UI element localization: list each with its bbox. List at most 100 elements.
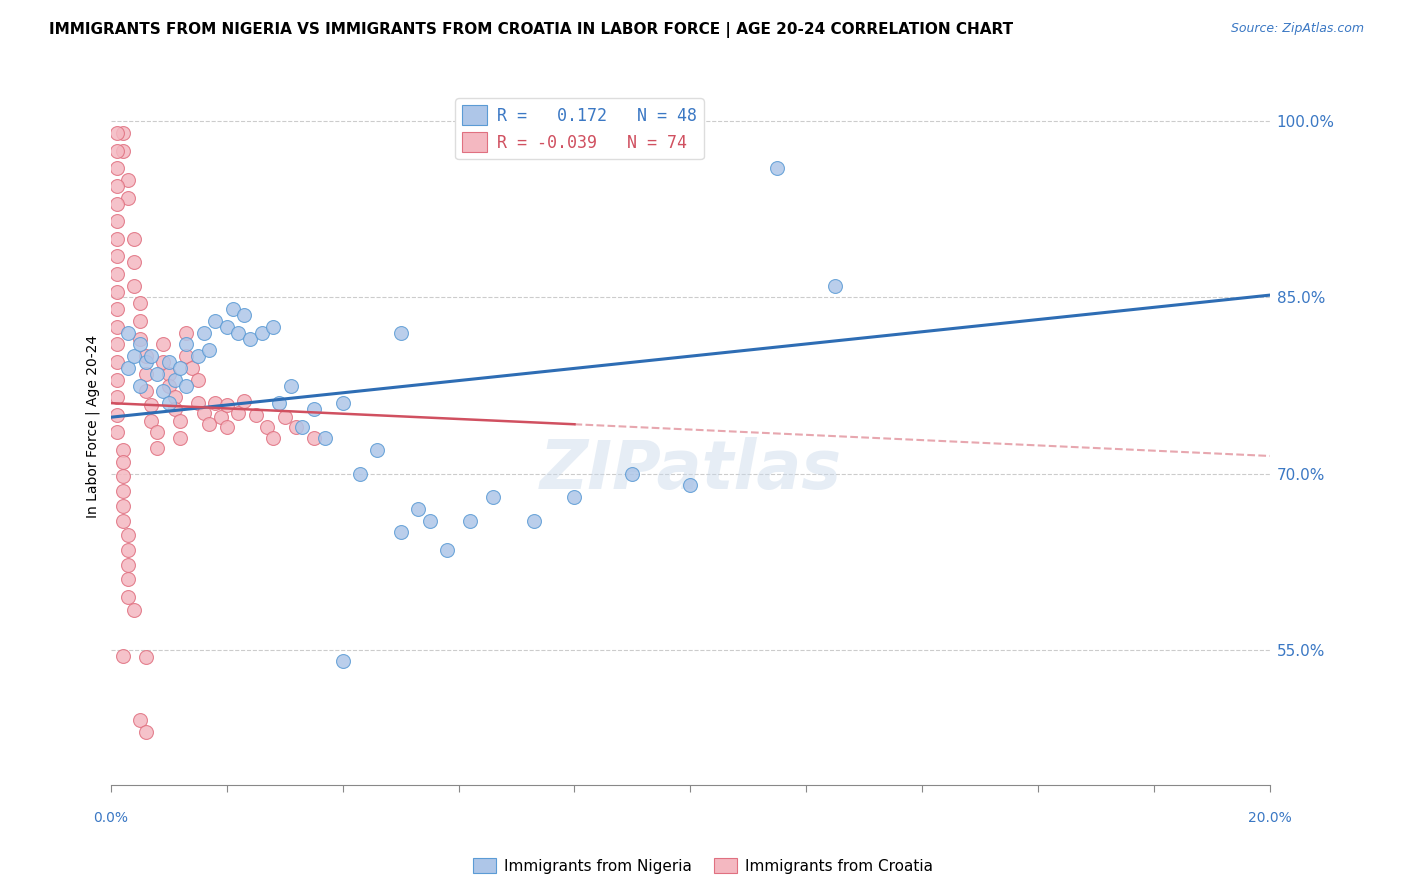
- Point: [366, 443, 388, 458]
- Point: [152, 355, 174, 369]
- Point: [262, 431, 284, 445]
- Point: [128, 296, 150, 310]
- Point: [135, 384, 157, 399]
- Point: [135, 355, 157, 369]
- Point: [146, 367, 169, 381]
- Point: [302, 402, 325, 417]
- Point: [128, 314, 150, 328]
- Point: [419, 514, 441, 528]
- Point: [128, 332, 150, 346]
- Point: [228, 326, 250, 340]
- Text: 20.0%: 20.0%: [1249, 811, 1292, 824]
- Point: [239, 332, 262, 346]
- Point: [157, 396, 180, 410]
- Point: [135, 724, 157, 739]
- Point: [174, 378, 197, 392]
- Point: [105, 319, 128, 334]
- Point: [204, 314, 226, 328]
- Point: [105, 302, 128, 317]
- Point: [111, 144, 134, 158]
- Point: [105, 178, 128, 193]
- Point: [117, 360, 139, 375]
- Point: [146, 441, 169, 455]
- Point: [111, 514, 134, 528]
- Point: [187, 396, 209, 410]
- Point: [174, 337, 197, 351]
- Point: [141, 414, 163, 428]
- Point: [280, 378, 302, 392]
- Point: [233, 308, 256, 322]
- Point: [274, 410, 297, 425]
- Point: [163, 402, 186, 417]
- Point: [215, 419, 238, 434]
- Point: [679, 478, 702, 492]
- Point: [117, 527, 139, 541]
- Point: [105, 337, 128, 351]
- Point: [135, 367, 157, 381]
- Point: [111, 126, 134, 140]
- Point: [105, 232, 128, 246]
- Point: [314, 431, 336, 445]
- Point: [285, 419, 308, 434]
- Point: [482, 490, 505, 504]
- Point: [117, 173, 139, 187]
- Point: [221, 302, 243, 317]
- Point: [111, 443, 134, 458]
- Text: 0.0%: 0.0%: [93, 811, 128, 824]
- Point: [209, 410, 232, 425]
- Point: [163, 390, 186, 404]
- Point: [152, 384, 174, 399]
- Point: [262, 319, 284, 334]
- Point: [215, 399, 238, 413]
- Point: [250, 326, 273, 340]
- Point: [163, 373, 186, 387]
- Point: [174, 349, 197, 363]
- Point: [267, 396, 290, 410]
- Point: [111, 500, 134, 514]
- Point: [122, 232, 145, 246]
- Point: [105, 267, 128, 281]
- Point: [564, 490, 586, 504]
- Point: [215, 319, 238, 334]
- Point: [233, 393, 256, 408]
- Point: [389, 525, 412, 540]
- Point: [105, 249, 128, 263]
- Point: [105, 214, 128, 228]
- Point: [228, 405, 250, 419]
- Point: [117, 191, 139, 205]
- Point: [105, 196, 128, 211]
- Point: [128, 713, 150, 727]
- Point: [117, 572, 139, 586]
- Point: [157, 367, 180, 381]
- Text: Source: ZipAtlas.com: Source: ZipAtlas.com: [1230, 22, 1364, 36]
- Point: [141, 349, 163, 363]
- Point: [105, 285, 128, 299]
- Point: [193, 326, 215, 340]
- Y-axis label: In Labor Force | Age 20-24: In Labor Force | Age 20-24: [86, 335, 100, 518]
- Point: [766, 161, 789, 176]
- Point: [128, 378, 150, 392]
- Point: [117, 590, 139, 604]
- Text: ZIPatlas: ZIPatlas: [540, 436, 841, 502]
- Point: [198, 343, 221, 358]
- Point: [302, 431, 325, 445]
- Point: [117, 542, 139, 557]
- Point: [105, 408, 128, 422]
- Point: [458, 514, 481, 528]
- Point: [245, 408, 267, 422]
- Point: [193, 405, 215, 419]
- Point: [117, 326, 139, 340]
- Point: [152, 337, 174, 351]
- Point: [256, 419, 278, 434]
- Point: [105, 425, 128, 440]
- Point: [523, 514, 546, 528]
- Point: [105, 390, 128, 404]
- Point: [187, 349, 209, 363]
- Point: [187, 373, 209, 387]
- Point: [105, 126, 128, 140]
- Point: [169, 431, 191, 445]
- Point: [169, 414, 191, 428]
- Point: [105, 144, 128, 158]
- Point: [332, 655, 354, 669]
- Point: [135, 649, 157, 664]
